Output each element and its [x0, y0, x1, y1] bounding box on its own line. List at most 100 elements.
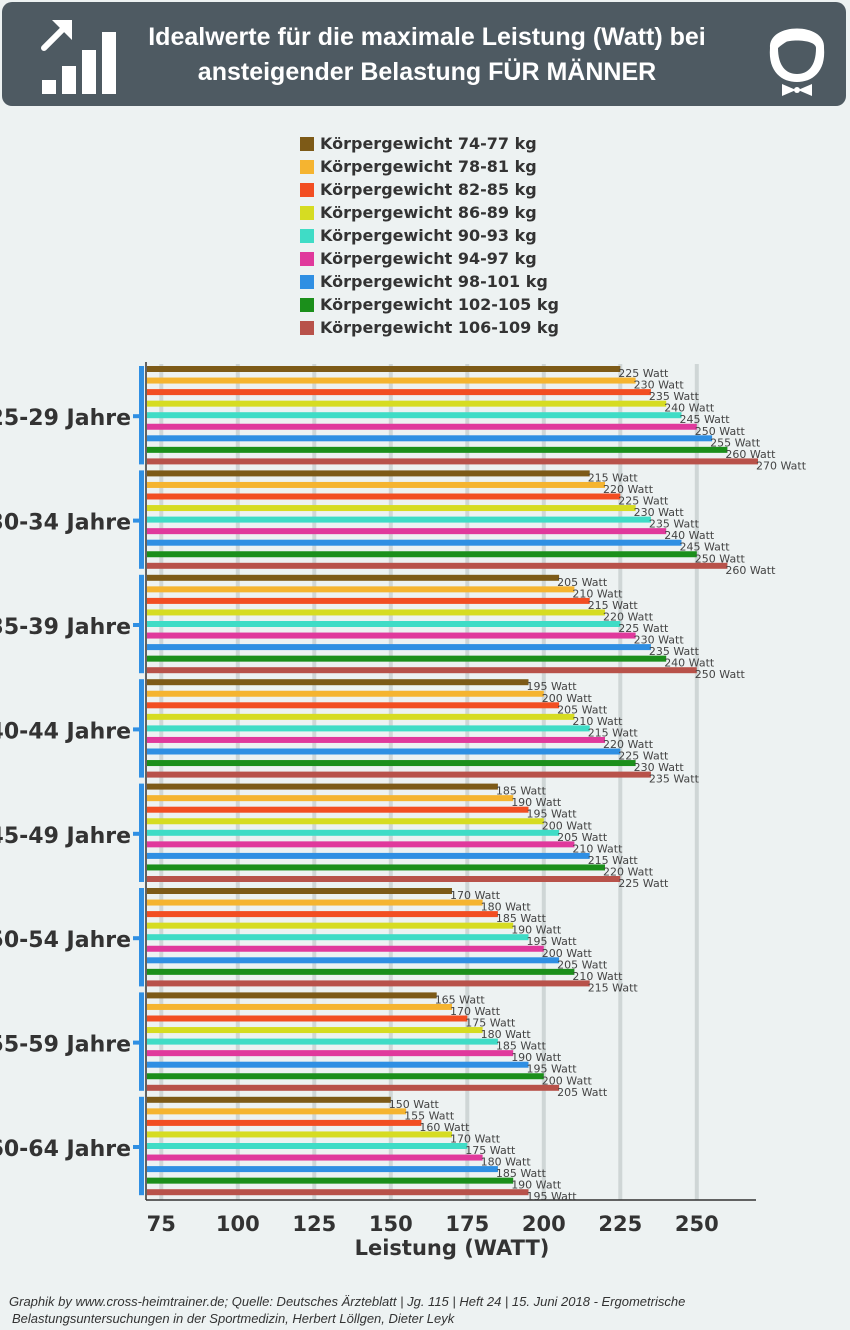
bar	[147, 389, 651, 396]
bar	[147, 423, 697, 430]
title-line-1: Idealwerte für die maximale Leistung (Wa…	[148, 23, 706, 51]
bar	[147, 1038, 498, 1045]
group-bracket	[139, 992, 144, 1091]
data-label: 180 Watt	[481, 1156, 532, 1169]
bar	[147, 470, 590, 477]
category-tick	[133, 414, 141, 419]
legend-item: Körpergewicht 98-101 kg	[300, 270, 559, 293]
group-bracket	[139, 1096, 144, 1196]
data-label: 195 Watt	[527, 935, 578, 948]
data-label: 205 Watt	[557, 1086, 608, 1099]
bar	[147, 783, 498, 790]
data-label: 235 Watt	[649, 518, 700, 531]
data-label: 195 Watt	[527, 1190, 578, 1203]
category-label: 45-49 Jahre	[0, 824, 131, 849]
data-label: 240 Watt	[664, 657, 715, 670]
legend-label: Körpergewicht 90-93 kg	[320, 226, 537, 245]
bar	[147, 1003, 452, 1010]
legend-item: Körpergewicht 90-93 kg	[300, 224, 559, 247]
bar	[147, 980, 590, 987]
data-label: 175 Watt	[465, 1017, 516, 1030]
bar	[147, 516, 651, 523]
data-label: 255 Watt	[710, 436, 761, 449]
legend-item: Körpergewicht 106-109 kg	[300, 316, 559, 339]
bar	[147, 1015, 468, 1022]
data-label: 200 Watt	[542, 947, 593, 960]
bar	[147, 539, 682, 546]
x-tick-label: 75	[147, 1212, 176, 1236]
data-label: 185 Watt	[496, 1040, 547, 1053]
bar	[147, 945, 544, 952]
data-label: 225 Watt	[618, 495, 669, 508]
category-tick	[133, 518, 141, 523]
bar	[147, 1108, 407, 1115]
data-label: 215 Watt	[588, 981, 639, 994]
bar	[147, 1154, 483, 1161]
data-label: 220 Watt	[603, 738, 654, 751]
data-label: 190 Watt	[511, 796, 562, 809]
source-footer: Graphik by www.cross-heimtrainer.de; Que…	[9, 1293, 829, 1327]
category-tick	[133, 1145, 141, 1149]
bar	[147, 690, 544, 697]
bar	[147, 1073, 544, 1080]
data-label: 245 Watt	[680, 413, 731, 426]
group-bracket	[139, 888, 144, 987]
category-label: 35-39 Jahre	[0, 615, 131, 640]
category-label: 40-44 Jahre	[0, 719, 131, 744]
category-tick	[133, 623, 141, 627]
data-label: 205 Watt	[557, 831, 608, 844]
legend-label: Körpergewicht 102-105 kg	[320, 295, 559, 314]
bar	[147, 713, 575, 720]
data-label: 230 Watt	[634, 506, 685, 519]
legend-swatch	[300, 228, 314, 243]
legend-label: Körpergewicht 106-109 kg	[320, 318, 559, 337]
category-label: 55-59 Jahre	[0, 1033, 131, 1058]
bar	[147, 679, 529, 686]
bar	[147, 1084, 560, 1091]
bar	[147, 1096, 391, 1103]
data-label: 235 Watt	[649, 390, 700, 403]
data-label: 230 Watt	[634, 634, 685, 647]
bar	[147, 818, 544, 825]
bar	[147, 1061, 529, 1068]
bar	[147, 888, 452, 894]
legend-label: Körpergewicht 82-85 kg	[320, 180, 537, 199]
data-label: 250 Watt	[695, 425, 746, 438]
bar	[147, 806, 529, 813]
data-label: 240 Watt	[664, 402, 715, 415]
data-label: 165 Watt	[435, 993, 486, 1006]
bar	[147, 493, 621, 500]
data-label: 175 Watt	[465, 1144, 516, 1157]
page-title: Idealwerte für die maximale Leistung (Wa…	[122, 20, 732, 90]
bar	[147, 377, 636, 384]
bar	[147, 435, 713, 442]
data-label: 190 Watt	[511, 1051, 562, 1064]
bar	[147, 1027, 483, 1034]
data-label: 215 Watt	[588, 726, 639, 739]
data-label: 250 Watt	[695, 668, 746, 681]
bar	[147, 829, 560, 836]
data-label: 180 Watt	[481, 1028, 532, 1041]
bar-chart-up-icon	[41, 20, 116, 94]
data-label: 210 Watt	[572, 587, 623, 600]
x-tick-label: 100	[216, 1212, 260, 1236]
data-label: 225 Watt	[618, 750, 669, 763]
title-line-2: ansteigender Belastung FÜR MÄNNER	[197, 58, 657, 86]
bar	[147, 957, 560, 964]
bar	[147, 412, 682, 419]
bar	[147, 725, 590, 732]
legend-swatch	[300, 182, 314, 197]
legend-swatch	[300, 297, 314, 312]
bar	[147, 597, 590, 604]
x-axis-label: Leistung (WATT)	[355, 1236, 550, 1260]
data-label: 215 Watt	[588, 599, 639, 612]
bar	[147, 528, 667, 535]
data-label: 190 Watt	[511, 924, 562, 937]
category-tick	[133, 1040, 141, 1045]
bar	[147, 702, 560, 709]
data-label: 170 Watt	[450, 1132, 501, 1145]
category-label: 50-54 Jahre	[0, 928, 131, 953]
category-tick	[133, 936, 141, 941]
bar	[147, 586, 575, 593]
bar	[147, 1050, 514, 1057]
